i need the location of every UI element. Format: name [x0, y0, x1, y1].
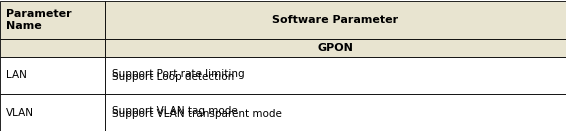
Text: Software Parameter: Software Parameter — [272, 15, 398, 25]
Bar — [0, 39, 105, 57]
Bar — [0, 57, 105, 94]
Text: GPON: GPON — [318, 43, 353, 53]
Bar — [105, 1, 566, 39]
Text: Support VLAN transparent mode: Support VLAN transparent mode — [112, 110, 281, 119]
Bar — [0, 94, 105, 131]
Text: VLAN: VLAN — [6, 108, 33, 118]
Text: Support VLAN tag mode: Support VLAN tag mode — [112, 106, 237, 116]
Text: LAN: LAN — [6, 70, 27, 81]
Bar — [0, 1, 105, 39]
Bar — [105, 94, 566, 131]
Bar — [105, 57, 566, 94]
Text: Parameter
Name: Parameter Name — [6, 9, 71, 31]
Text: Support Port rate limiting: Support Port rate limiting — [112, 69, 244, 79]
Text: Support Loop detection: Support Loop detection — [112, 72, 234, 83]
Bar — [105, 39, 566, 57]
